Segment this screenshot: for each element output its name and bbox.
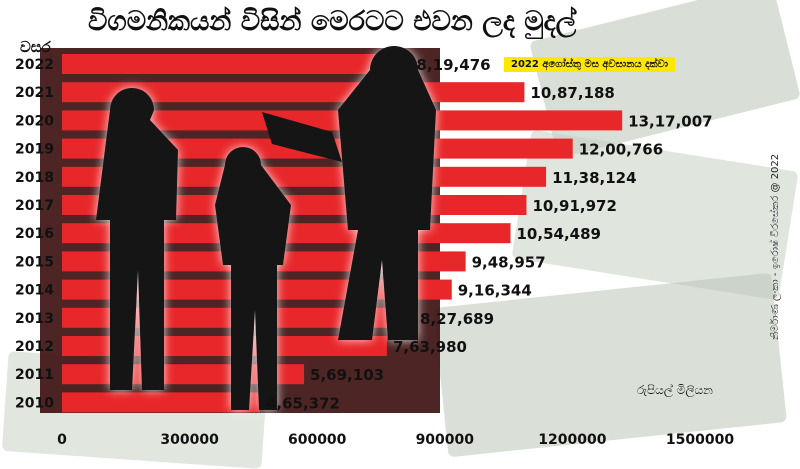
category-label-2021: 2021 — [15, 85, 54, 101]
category-label-2017: 2017 — [15, 198, 54, 214]
value-label-2016: 10,54,489 — [517, 225, 601, 243]
category-label-2010: 2010 — [15, 395, 54, 411]
value-label-2017: 10,91,972 — [532, 197, 616, 215]
x-tick-labels-group: 0 300000 600000 900000 1200000 1500000 — [57, 432, 734, 448]
category-label-2016: 2016 — [15, 226, 54, 242]
value-label-2020: 13,17,007 — [628, 112, 712, 130]
category-labels-group: 2022 2021 2020 2019 2018 2017 2016 2015 2014 2013… — [15, 57, 54, 411]
x-tick-1500000: 1500000 — [666, 432, 734, 448]
value-label-2010: 4,65,372 — [266, 394, 340, 412]
category-label-2020: 2020 — [15, 113, 54, 129]
chart-title: විගමනිකයන් විසින් මෙරටට එවන ලද මුදල් — [88, 6, 577, 37]
value-labels-group: 8,19,476 10,87,188 13,17,007 12,00,766 11,38… — [266, 56, 713, 412]
value-label-2015: 9,48,957 — [472, 253, 546, 271]
y-axis-label: වසර — [20, 38, 51, 56]
category-label-2022: 2022 — [15, 57, 54, 73]
value-label-2018: 11,38,124 — [552, 169, 636, 187]
x-tick-0: 0 — [57, 432, 67, 448]
category-label-2019: 2019 — [15, 142, 54, 158]
worker-silhouette-left — [96, 88, 178, 390]
x-tick-1200000: 1200000 — [538, 432, 606, 448]
value-label-2013: 8,27,689 — [420, 310, 494, 328]
worker-silhouettes — [96, 46, 436, 410]
credit-text: නිර්මාණ ලංකා - ඉරොෂ් වීරසේකර @ 2022 — [770, 153, 781, 340]
worker-silhouette-middle — [215, 147, 291, 410]
category-label-2018: 2018 — [15, 170, 54, 186]
value-label-2011: 5,69,103 — [310, 366, 384, 384]
value-label-2019: 12,00,766 — [579, 141, 663, 159]
annotation-badge: 2022 අගෝස්තු මස අවසානය දක්වා — [504, 57, 676, 72]
category-label-2012: 2012 — [15, 339, 54, 355]
category-label-2014: 2014 — [15, 283, 54, 299]
blueprint-roll — [262, 112, 342, 162]
worker-silhouette-right — [338, 46, 436, 340]
x-tick-600000: 600000 — [288, 432, 347, 448]
value-label-2014: 9,16,344 — [458, 282, 532, 300]
x-tick-900000: 900000 — [416, 432, 475, 448]
category-label-2013: 2013 — [15, 311, 54, 327]
value-label-2021: 10,87,188 — [530, 84, 614, 102]
bar-2022 — [62, 54, 411, 74]
x-tick-300000: 300000 — [160, 432, 219, 448]
value-label-2012: 7,63,980 — [393, 338, 467, 356]
bar-2010 — [62, 392, 260, 413]
value-label-2022: 8,19,476 — [417, 56, 491, 74]
category-label-2015: 2015 — [15, 254, 54, 270]
category-label-2011: 2011 — [15, 367, 54, 383]
x-axis-label: රුපියල් මිලියන — [637, 383, 713, 397]
